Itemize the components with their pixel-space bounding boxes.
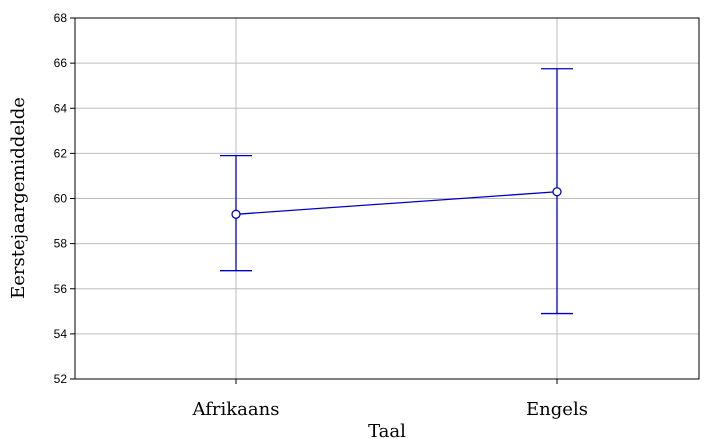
data-point	[552, 187, 562, 197]
x-axis-title: Taal	[368, 421, 406, 439]
y-axis-title: Eerstejaargemiddelde	[8, 97, 29, 299]
y-tick-label: 64	[54, 101, 68, 115]
series	[220, 68, 573, 315]
y-tick-label: 66	[54, 56, 68, 70]
y-tick-label: 60	[54, 192, 68, 206]
data-point	[231, 209, 241, 219]
x-axis: Afrikaans Engels	[192, 379, 588, 420]
y-tick-label: 58	[54, 237, 68, 251]
x-tick-label: Engels	[526, 399, 588, 420]
grid	[75, 18, 699, 379]
y-axis: 52 54 56 58 60 62 64 66 68	[54, 11, 75, 386]
y-tick-label: 62	[54, 146, 68, 160]
y-tick-label: 54	[54, 327, 68, 341]
y-tick-label: 68	[54, 11, 68, 25]
x-tick-label: Afrikaans	[192, 399, 280, 420]
series-line	[235, 191, 558, 215]
y-tick-label: 56	[54, 282, 68, 296]
y-tick-label: 52	[54, 372, 68, 386]
